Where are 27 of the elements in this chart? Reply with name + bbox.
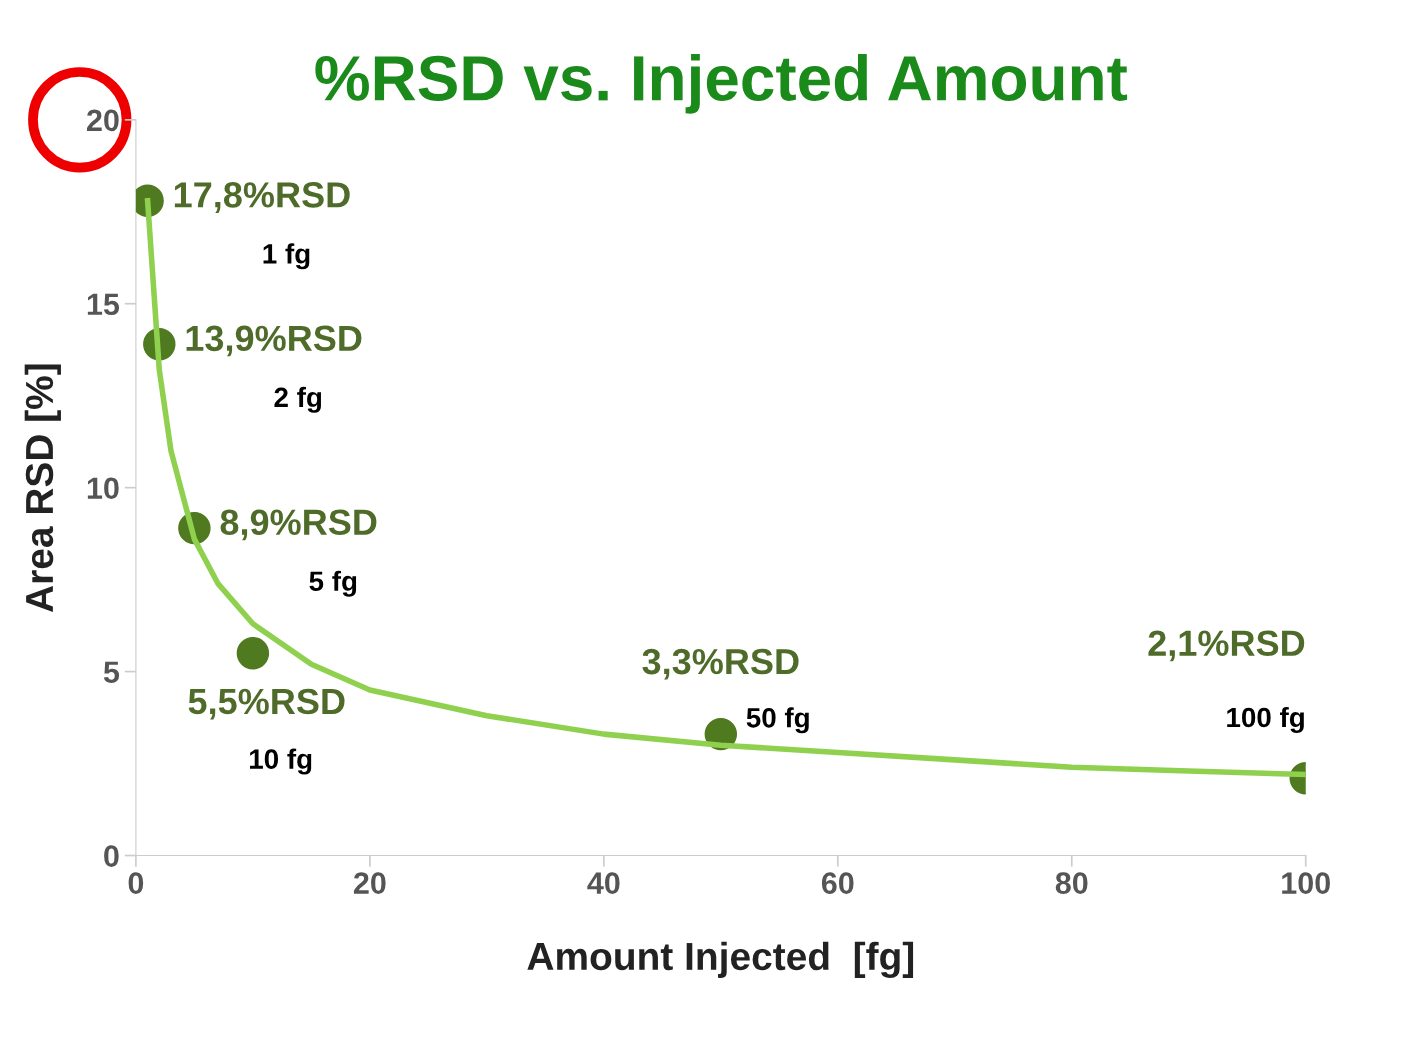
y-tick-label: 15: [87, 293, 120, 316]
x-tick-label: 60: [821, 872, 854, 894]
y-axis-title: Area RSD [%]: [24, 364, 61, 613]
y-tick-label: 5: [103, 661, 120, 683]
y-tick-label: 0: [104, 845, 119, 867]
annotation: 5 fg: [309, 570, 357, 597]
annotation: 10 fg: [249, 748, 312, 775]
annotation: 2 fg: [274, 386, 322, 413]
data-label: 13,9%RSD: [186, 325, 362, 357]
data-label: 2,1%RSD: [1148, 630, 1305, 662]
x-tick-label: 20: [353, 872, 386, 894]
chart-title: %RSD vs. Injected Amount: [315, 54, 1128, 114]
point: [236, 636, 270, 670]
x-tick-label: 80: [1055, 872, 1088, 894]
y-tick-label: 20: [87, 109, 119, 132]
x-tick-label: 0: [128, 872, 144, 894]
y-tick-label: 10: [87, 477, 119, 500]
x-tick-label: 100: [1282, 872, 1330, 894]
x-tick-label: 40: [587, 872, 620, 894]
data-label: 5,5%RSD: [188, 688, 345, 720]
data-label: 8,9%RSD: [220, 509, 377, 541]
data-label: 3,3%RSD: [642, 648, 799, 680]
data-label: 17,8%RSD: [174, 182, 350, 213]
annotation: 1 fg: [263, 243, 310, 270]
annotation: 50 fg: [746, 707, 809, 734]
annotation: 100 fg: [1227, 706, 1304, 733]
x-axis-title: Amount Injected [fg]: [527, 941, 914, 979]
